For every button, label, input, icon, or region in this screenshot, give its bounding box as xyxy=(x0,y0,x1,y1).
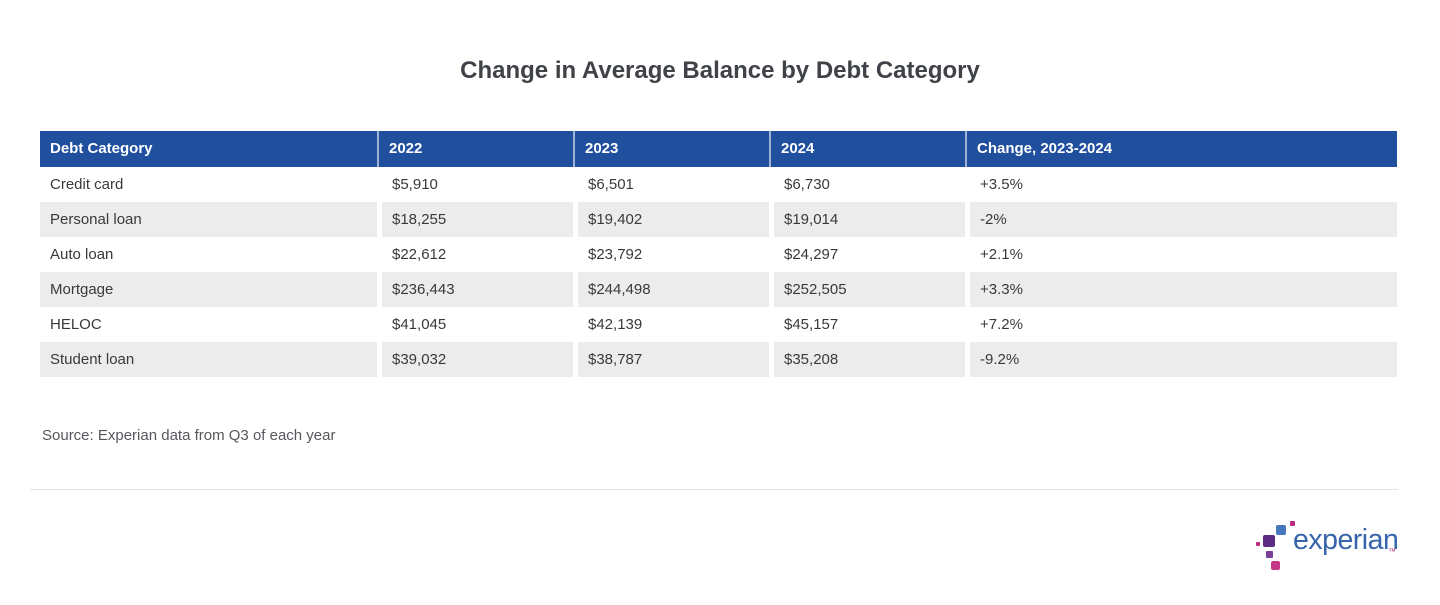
table-cell: $19,014 xyxy=(769,202,965,237)
logo-square-purple-large-icon xyxy=(1263,535,1275,547)
table-row-auto-loan: Auto loan $22,612 $23,792 $24,297 +2.1% xyxy=(40,237,1397,272)
table-cell: Personal loan xyxy=(40,202,377,237)
experian-wordmark: experian xyxy=(1293,524,1399,556)
table-cell: $42,139 xyxy=(573,307,769,342)
table-cell: $252,505 xyxy=(769,272,965,307)
table-row-personal-loan: Personal loan $18,255 $19,402 $19,014 -2… xyxy=(40,202,1397,237)
table-cell: -2% xyxy=(965,202,1397,237)
table-cell: $6,501 xyxy=(573,167,769,202)
table-cell: HELOC xyxy=(40,307,377,342)
table-cell: -9.2% xyxy=(965,342,1397,377)
divider-line xyxy=(30,489,1398,490)
table-cell: +3.3% xyxy=(965,272,1397,307)
debt-balance-table: Debt Category 2022 2023 2024 Change, 202… xyxy=(40,131,1397,377)
table-cell: $23,792 xyxy=(573,237,769,272)
header-cell-2022: 2022 xyxy=(377,131,573,167)
logo-square-magenta-dot-icon xyxy=(1256,542,1260,546)
table-cell: $19,402 xyxy=(573,202,769,237)
table-cell: +2.1% xyxy=(965,237,1397,272)
table-cell: $22,612 xyxy=(377,237,573,272)
table-cell: $38,787 xyxy=(573,342,769,377)
table-cell: +7.2% xyxy=(965,307,1397,342)
logo-square-magenta-top-icon xyxy=(1290,521,1295,526)
table-row-heloc: HELOC $41,045 $42,139 $45,157 +7.2% xyxy=(40,307,1397,342)
table-cell: Credit card xyxy=(40,167,377,202)
table-cell: $236,443 xyxy=(377,272,573,307)
logo-square-purple-small-icon xyxy=(1266,551,1273,558)
table-cell: $18,255 xyxy=(377,202,573,237)
table-cell: $24,297 xyxy=(769,237,965,272)
table-cell: $45,157 xyxy=(769,307,965,342)
experian-logo: experian ™ xyxy=(1255,514,1400,576)
table-cell: $6,730 xyxy=(769,167,965,202)
table-cell: $35,208 xyxy=(769,342,965,377)
source-note: Source: Experian data from Q3 of each ye… xyxy=(42,427,336,444)
trademark-symbol: ™ xyxy=(1388,547,1396,556)
table-cell: +3.5% xyxy=(965,167,1397,202)
header-cell-debt-category: Debt Category xyxy=(40,131,377,167)
page-title: Change in Average Balance by Debt Catego… xyxy=(460,57,980,84)
table-row-student-loan: Student loan $39,032 $38,787 $35,208 -9.… xyxy=(40,342,1397,377)
table-header-row: Debt Category 2022 2023 2024 Change, 202… xyxy=(40,131,1397,167)
table-cell: $5,910 xyxy=(377,167,573,202)
table-cell: Auto loan xyxy=(40,237,377,272)
table-row-credit-card: Credit card $5,910 $6,501 $6,730 +3.5% xyxy=(40,167,1397,202)
logo-square-pink-bottom-icon xyxy=(1271,561,1280,570)
table-cell: Mortgage xyxy=(40,272,377,307)
header-cell-2024: 2024 xyxy=(769,131,965,167)
header-cell-change: Change, 2023-2024 xyxy=(965,131,1397,167)
table-cell: $244,498 xyxy=(573,272,769,307)
table-cell: $41,045 xyxy=(377,307,573,342)
table-container: Debt Category 2022 2023 2024 Change, 202… xyxy=(40,131,1397,377)
header-cell-2023: 2023 xyxy=(573,131,769,167)
table-row-mortgage: Mortgage $236,443 $244,498 $252,505 +3.3… xyxy=(40,272,1397,307)
table-cell: Student loan xyxy=(40,342,377,377)
logo-square-blue-icon xyxy=(1276,525,1286,535)
table-cell: $39,032 xyxy=(377,342,573,377)
